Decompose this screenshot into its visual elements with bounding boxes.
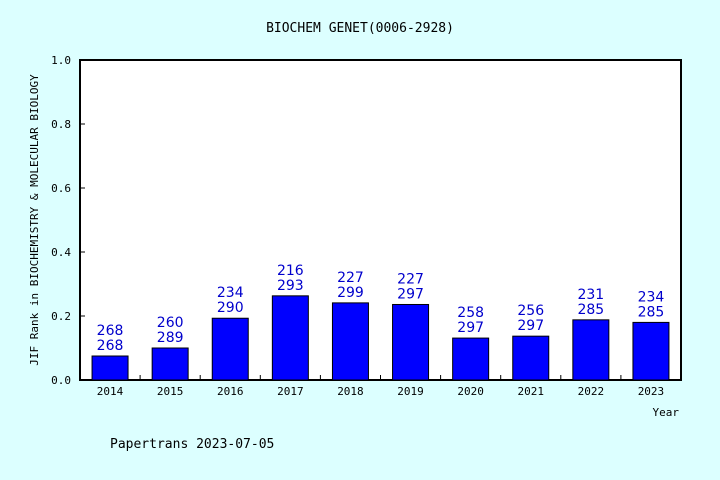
bar-2014 xyxy=(91,355,129,381)
bar-2015 xyxy=(151,347,189,381)
bars xyxy=(91,295,670,381)
x-tick-label: 2023 xyxy=(638,385,665,398)
footer-credit: Papertrans 2023-07-05 xyxy=(110,437,275,452)
bar-2017 xyxy=(271,295,309,381)
x-tick-label: 2018 xyxy=(337,385,364,398)
data-label-rank: 227 xyxy=(397,271,424,287)
x-tick-label: 2022 xyxy=(578,385,605,398)
data-label-total: 285 xyxy=(638,304,665,320)
x-tick-label: 2015 xyxy=(157,385,184,398)
data-label-rank: 258 xyxy=(457,305,484,321)
x-tick-label: 2021 xyxy=(518,385,545,398)
data-label-total: 290 xyxy=(217,300,244,316)
y-tick-label: 0.6 xyxy=(51,182,71,195)
data-label-rank: 234 xyxy=(217,285,244,301)
bar-2020 xyxy=(452,337,490,381)
bar-2016 xyxy=(211,317,249,381)
chart-title: BIOCHEM GENET(0006-2928) xyxy=(266,21,454,36)
data-label-total: 293 xyxy=(277,278,304,294)
data-label-rank: 268 xyxy=(97,323,124,339)
data-label-total: 297 xyxy=(457,320,484,336)
bar-2021 xyxy=(512,335,550,381)
x-tick-label: 2016 xyxy=(217,385,244,398)
data-label-rank: 227 xyxy=(337,270,364,286)
y-axis-label: JIF Rank in BIOCHEMISTRY & MOLECULAR BIO… xyxy=(28,74,41,366)
y-tick-label: 0.4 xyxy=(51,246,71,259)
x-axis-ticks: 2014 2015 2016 2017 2018 2019 2020 2021 2022 2023 xyxy=(97,375,664,398)
y-tick-label: 0.2 xyxy=(51,310,71,323)
bar-2018 xyxy=(331,302,369,381)
x-tick-label: 2020 xyxy=(457,385,484,398)
data-label-total: 289 xyxy=(157,330,184,346)
data-label-rank: 256 xyxy=(517,303,544,319)
data-label-total: 299 xyxy=(337,285,364,301)
data-label-total: 285 xyxy=(577,302,604,318)
data-label-rank: 231 xyxy=(577,287,604,303)
y-axis-ticks: 0.0 0.2 0.4 0.6 0.8 1.0 xyxy=(51,54,85,387)
data-label-rank: 234 xyxy=(638,289,665,305)
y-tick-label: 0.0 xyxy=(51,374,71,387)
data-label-total: 297 xyxy=(397,286,424,302)
bar-2019 xyxy=(392,303,430,381)
x-tick-label: 2014 xyxy=(97,385,124,398)
y-tick-label: 0.8 xyxy=(51,118,71,131)
data-label-total: 297 xyxy=(517,318,544,334)
data-label-rank: 216 xyxy=(277,263,304,279)
x-tick-label: 2019 xyxy=(397,385,424,398)
y-tick-label: 1.0 xyxy=(51,54,71,67)
bar-2023 xyxy=(632,321,670,381)
x-axis-label: Year xyxy=(653,406,680,419)
data-label-rank: 260 xyxy=(157,315,184,331)
data-label-total: 268 xyxy=(97,338,124,354)
bar-2022 xyxy=(572,319,610,381)
x-tick-label: 2017 xyxy=(277,385,304,398)
